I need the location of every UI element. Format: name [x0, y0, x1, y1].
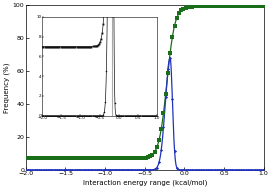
X-axis label: Interaction energy range (kcal/mol): Interaction energy range (kcal/mol) [82, 179, 207, 186]
Y-axis label: Frequency (%): Frequency (%) [4, 62, 10, 113]
